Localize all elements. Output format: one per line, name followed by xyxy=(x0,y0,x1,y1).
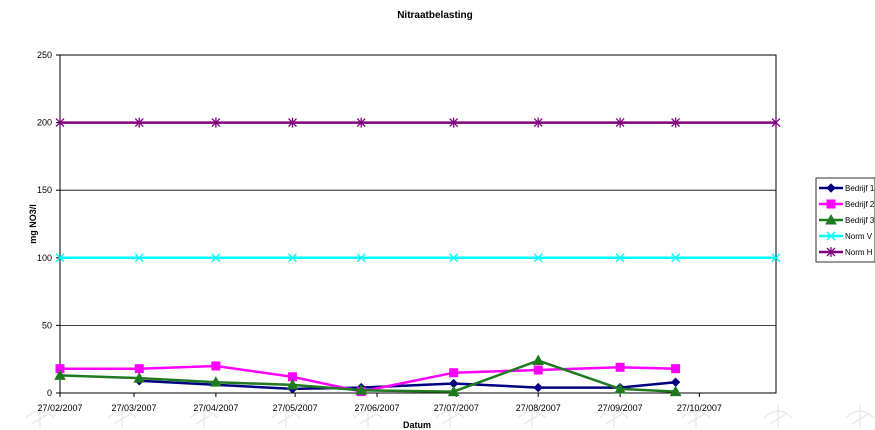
legend-marker-bedrijf-1 xyxy=(826,183,836,193)
series-bedrijf-3 xyxy=(54,354,682,397)
watermark-ornament xyxy=(189,404,219,428)
data-point-bedrijf-3 xyxy=(54,369,66,380)
data-point-bedrijf-3 xyxy=(133,372,146,383)
x-tick-label: 27/06/2007 xyxy=(355,403,400,413)
data-point-bedrijf-2 xyxy=(211,361,221,371)
data-point-norm-v xyxy=(533,253,543,263)
data-point-norm-v xyxy=(211,253,221,263)
data-point-norm-h xyxy=(615,117,625,128)
data-point-bedrijf-3 xyxy=(532,354,545,366)
data-point-norm-v xyxy=(288,253,297,263)
data-point-bedrijf-2 xyxy=(533,365,543,375)
legend-label-bedrijf-2: Bedrijf 2 xyxy=(845,200,875,209)
data-point-norm-h xyxy=(771,117,781,128)
x-axis-ticks: 27/02/2007 27/03/2007 27/04/2007 27/05/2007… xyxy=(37,393,722,413)
watermark-ornament xyxy=(599,404,629,428)
y-tick-label: 50 xyxy=(42,320,52,330)
legend-label-bedrijf-1: Bedrijf 1 xyxy=(845,184,875,193)
legend-label-norm-h: Norm H xyxy=(845,248,873,257)
series-norm-v xyxy=(55,253,781,263)
legend-marker-norm-h xyxy=(826,247,836,257)
legend-marker-norm-v xyxy=(826,231,836,241)
y-tick-label: 0 xyxy=(47,388,52,398)
data-point-norm-v xyxy=(356,253,366,263)
x-tick-label: 27/08/2007 xyxy=(516,403,561,413)
data-point-norm-v xyxy=(771,253,781,263)
watermark-ornament xyxy=(763,404,793,428)
data-point-bedrijf-3 xyxy=(669,385,682,397)
data-point-norm-h xyxy=(356,117,366,128)
y-tick-label: 150 xyxy=(37,185,52,195)
data-point-bedrijf-3 xyxy=(210,376,222,387)
data-point-bedrijf-2 xyxy=(134,364,144,374)
legend-label-norm-v: Norm V xyxy=(845,232,873,241)
chart-title: Nitraatbelasting xyxy=(397,10,473,21)
x-tick-label: 27/07/2007 xyxy=(434,403,479,413)
watermark-ornament xyxy=(271,404,301,428)
y-tick-label: 250 xyxy=(37,50,52,60)
x-axis-title: Datum xyxy=(403,420,431,430)
watermark-ornaments xyxy=(25,404,875,428)
data-point-norm-h xyxy=(134,117,144,128)
data-point-bedrijf-2 xyxy=(671,364,681,374)
watermark-ornament xyxy=(107,404,137,428)
data-point-bedrijf-2 xyxy=(615,362,625,372)
watermark-ornament xyxy=(681,404,711,428)
x-tick-label: 27/09/2007 xyxy=(598,403,643,413)
plot-area-frame xyxy=(59,54,777,394)
data-point-bedrijf-3 xyxy=(355,384,368,395)
x-tick-label: 27/05/2007 xyxy=(273,403,318,413)
x-tick-label: 27/04/2007 xyxy=(193,403,238,413)
watermark-ornament xyxy=(435,404,465,428)
data-point-norm-v xyxy=(615,253,625,263)
x-tick-label: 27/02/2007 xyxy=(37,403,82,413)
x-tick-label: 27/10/2007 xyxy=(677,403,722,413)
data-point-norm-h xyxy=(671,117,681,128)
legend-marker-bedrijf-2 xyxy=(826,199,836,209)
data-point-bedrijf-3 xyxy=(614,382,626,394)
data-point-bedrijf-2 xyxy=(449,368,459,378)
y-axis-ticks: 0 50 100 150 200 250 xyxy=(37,50,60,398)
data-point-norm-h xyxy=(288,117,297,128)
series-norm-h xyxy=(55,117,781,128)
data-point-norm-v xyxy=(671,253,681,263)
data-point-norm-v xyxy=(55,253,65,263)
legend: Bedrijf 1 Bedrijf 2 Bedrijf 3 Norm V Norm H xyxy=(815,177,875,263)
data-point-norm-v xyxy=(449,253,459,263)
data-point-norm-h xyxy=(55,117,65,128)
y-tick-label: 100 xyxy=(37,253,52,263)
data-point-norm-h xyxy=(211,117,221,128)
y-tick-label: 200 xyxy=(37,118,52,128)
legend-label-bedrijf-3: Bedrijf 3 xyxy=(845,216,875,225)
series-layer xyxy=(54,117,781,397)
data-point-norm-v xyxy=(134,253,144,263)
legend-marker-bedrijf-3 xyxy=(825,213,837,225)
data-point-bedrijf-3 xyxy=(286,378,299,390)
data-point-bedrijf-3 xyxy=(447,385,460,397)
y-axis-title: mg NO3/l xyxy=(28,204,38,244)
watermark-ornament xyxy=(25,404,55,428)
data-point-norm-h xyxy=(449,117,459,128)
watermark-ornament xyxy=(517,404,547,428)
watermark-ornament xyxy=(353,404,383,428)
x-tick-label: 27/03/2007 xyxy=(111,403,156,413)
data-point-norm-h xyxy=(533,117,543,128)
watermark-ornament xyxy=(845,404,875,428)
data-point-bedrijf-1 xyxy=(533,382,543,393)
